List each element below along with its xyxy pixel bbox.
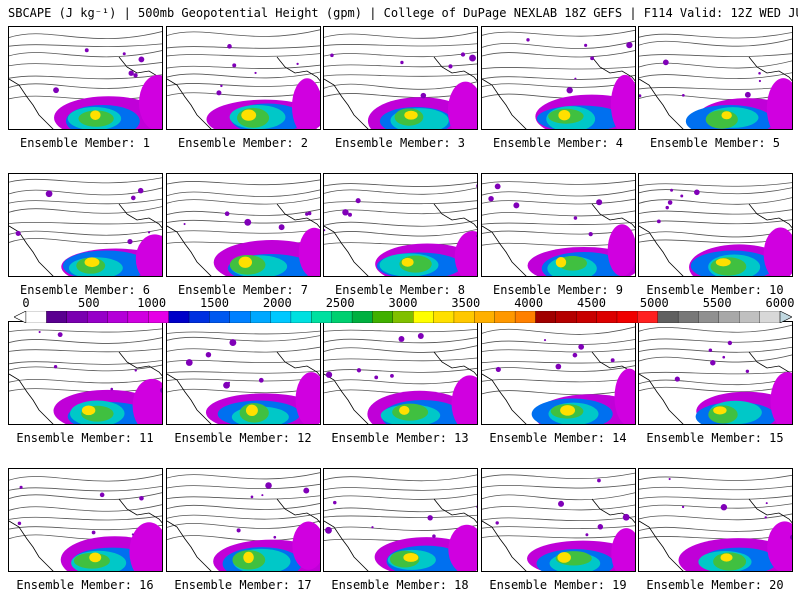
colorbar-tick-label: 3000 [388, 296, 418, 310]
ensemble-member-map [8, 321, 163, 425]
colorbar-tick-label: 1000 [137, 296, 167, 310]
colorbar-tick-label: 0 [22, 296, 30, 310]
colorbar-tick-label: 4000 [514, 296, 544, 310]
ensemble-member-map [323, 173, 478, 277]
colorbar-tick-label: 5500 [702, 296, 732, 310]
ensemble-member-label: Ensemble Member: 8 [334, 283, 466, 297]
ensemble-member-map [638, 321, 793, 425]
ensemble-member-label: Ensemble Member: 4 [492, 136, 624, 150]
ensemble-member-label: Ensemble Member: 10 [646, 283, 784, 297]
ensemble-member-label: Ensemble Member: 14 [489, 431, 627, 445]
ensemble-member-map [481, 173, 636, 277]
ensemble-member-label: Ensemble Member: 2 [177, 136, 309, 150]
ensemble-member-label: Ensemble Member: 1 [19, 136, 151, 150]
ensemble-member-label: Ensemble Member: 17 [174, 578, 312, 592]
ensemble-member-label: Ensemble Member: 7 [177, 283, 309, 297]
ensemble-member-map [166, 321, 321, 425]
ensemble-member-map [8, 173, 163, 277]
colorbar-tick-label: 5000 [639, 296, 669, 310]
colorbar-tick-label: 2500 [325, 296, 355, 310]
sbcape-colorbar [13, 308, 793, 324]
ensemble-member-label: Ensemble Member: 18 [331, 578, 469, 592]
ensemble-member-label: Ensemble Member: 15 [646, 431, 784, 445]
ensemble-member-map [323, 321, 478, 425]
ensemble-member-map [481, 321, 636, 425]
ensemble-member-label: Ensemble Member: 9 [492, 283, 624, 297]
colorbar-tick-label: 6000 [765, 296, 795, 310]
ensemble-member-map [638, 173, 793, 277]
ensemble-member-label: Ensemble Member: 12 [174, 431, 312, 445]
ensemble-member-label: Ensemble Member: 16 [16, 578, 154, 592]
ensemble-member-label: Ensemble Member: 6 [19, 283, 151, 297]
colorbar-tick-label: 1500 [200, 296, 229, 310]
ensemble-member-map [166, 468, 321, 572]
ensemble-member-label: Ensemble Member: 20 [646, 578, 784, 592]
ensemble-member-map [638, 468, 793, 572]
colorbar-tick-label: 3500 [451, 296, 481, 310]
ensemble-member-map [481, 26, 636, 130]
ensemble-member-map [481, 468, 636, 572]
ensemble-member-map [166, 173, 321, 277]
chart-title: SBCAPE (J kg⁻¹) | 500mb Geopotential Hei… [8, 6, 798, 20]
ensemble-member-map [166, 26, 321, 130]
ensemble-member-label: Ensemble Member: 13 [331, 431, 469, 445]
ensemble-member-label: Ensemble Member: 5 [649, 136, 781, 150]
colorbar-tick-label: 500 [77, 296, 100, 310]
ensemble-member-label: Ensemble Member: 3 [334, 136, 466, 150]
ensemble-member-map [8, 468, 163, 572]
ensemble-member-map [638, 26, 793, 130]
ensemble-member-label: Ensemble Member: 19 [489, 578, 627, 592]
ensemble-member-map [8, 26, 163, 130]
ensemble-member-label: Ensemble Member: 11 [16, 431, 154, 445]
ensemble-member-map [323, 26, 478, 130]
colorbar-tick-label: 4500 [577, 296, 606, 310]
colorbar-tick-label: 2000 [262, 296, 292, 310]
ensemble-member-map [323, 468, 478, 572]
